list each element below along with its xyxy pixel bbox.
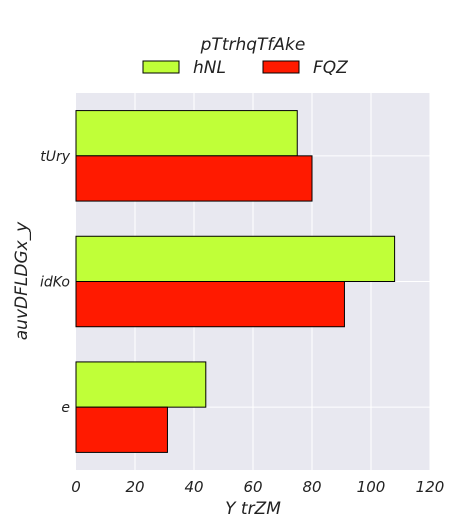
bar-hNL-tUry xyxy=(75,110,298,157)
bar-hNL-e xyxy=(75,361,207,408)
y-tick-label: tUry xyxy=(40,149,70,165)
x-tick-label: 60 xyxy=(243,478,262,496)
x-tick-label: 20 xyxy=(125,478,144,496)
x-tick-label: 120 xyxy=(416,478,445,496)
bar-FQZ-e xyxy=(75,406,168,453)
x-tick-label: 0 xyxy=(71,478,81,496)
legend: pTtrhqTfAke hNL FQZ xyxy=(142,35,348,78)
x-tick-labels: 0 20 40 60 80 100 120 xyxy=(71,478,444,496)
legend-label: FQZ xyxy=(313,58,348,78)
legend-title: pTtrhqTfAke xyxy=(200,35,306,55)
x-tick-label: 100 xyxy=(357,478,386,496)
bar-FQZ-tUry xyxy=(75,155,313,202)
x-tick-label: 40 xyxy=(184,478,203,496)
bars xyxy=(75,110,396,453)
legend-swatch xyxy=(262,60,300,74)
bar-FQZ-idKo xyxy=(75,281,345,328)
legend-label: hNL xyxy=(193,58,226,78)
y-axis-label: auvDFLDGx_y xyxy=(12,221,32,340)
legend-swatch xyxy=(142,60,180,74)
bar-hNL-idKo xyxy=(75,235,396,282)
y-tick-label: e xyxy=(61,400,70,416)
y-tick-label: idKo xyxy=(40,275,70,291)
y-tick-labels: tUry idKo e xyxy=(40,149,71,416)
x-tick-label: 80 xyxy=(302,478,321,496)
x-axis-label: Y trZM xyxy=(225,499,281,519)
